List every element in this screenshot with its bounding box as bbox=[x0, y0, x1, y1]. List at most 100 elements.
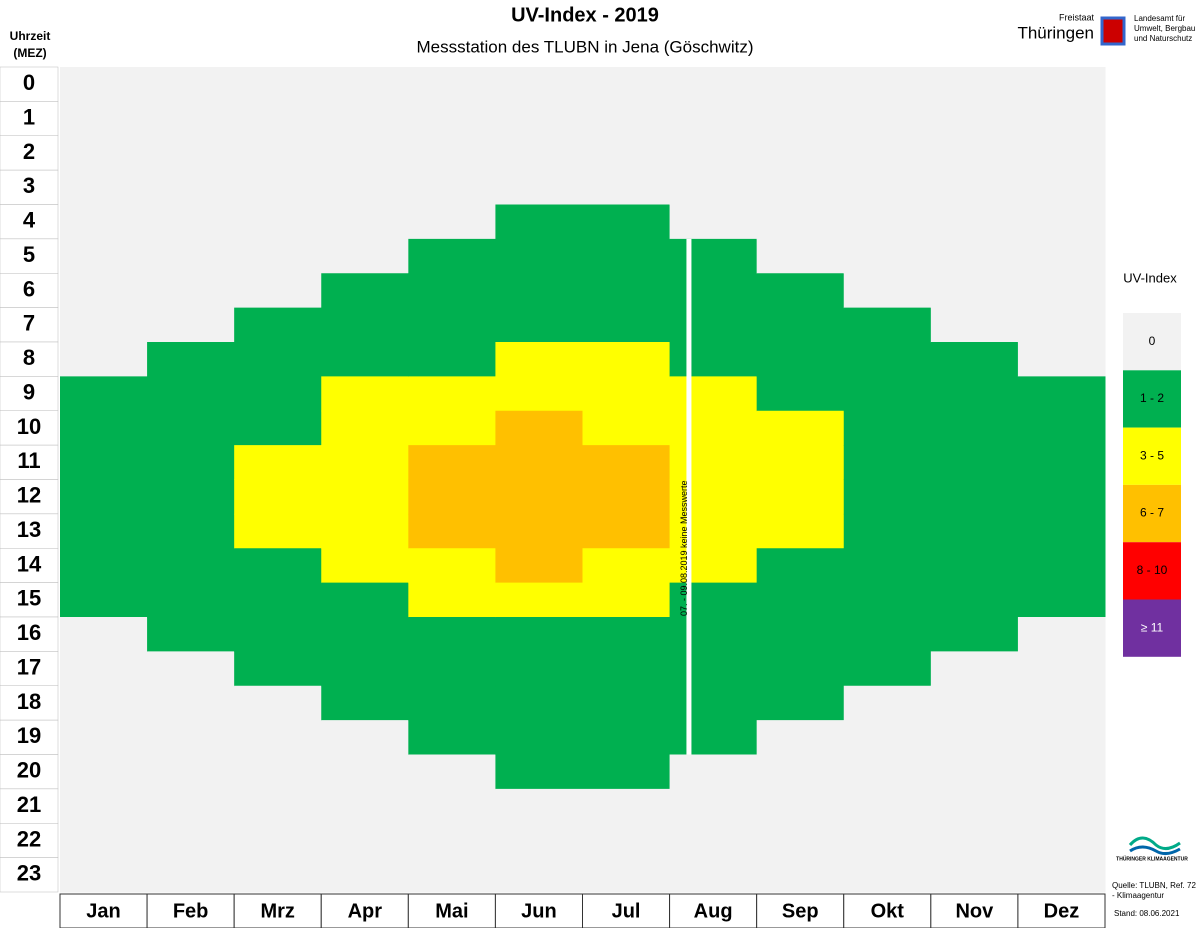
heat-cell bbox=[843, 204, 932, 240]
heat-cell bbox=[495, 307, 583, 343]
heat-cell bbox=[582, 67, 671, 102]
heat-cell bbox=[1017, 823, 1106, 859]
heat-cell bbox=[843, 101, 932, 137]
heat-cell bbox=[321, 617, 409, 652]
heat-cell bbox=[843, 513, 932, 549]
x-tick-box bbox=[59, 893, 148, 929]
heat-cell bbox=[60, 376, 148, 412]
heat-cell bbox=[669, 67, 758, 102]
heat-cell bbox=[495, 238, 583, 274]
heat-cell bbox=[930, 410, 1019, 446]
y-tick-box bbox=[0, 273, 59, 308]
heat-cell bbox=[147, 101, 235, 137]
heat-cell bbox=[234, 548, 322, 584]
legend-swatch bbox=[1123, 542, 1181, 600]
heat-cell bbox=[756, 513, 845, 549]
heat-cell bbox=[669, 788, 758, 824]
heat-cell bbox=[60, 135, 148, 171]
heat-cell bbox=[930, 342, 1019, 377]
heat-cell bbox=[321, 342, 409, 377]
heat-cell bbox=[930, 685, 1019, 721]
heat-cell bbox=[408, 582, 496, 618]
legend-label: 1 - 2 bbox=[1140, 391, 1164, 405]
heat-cell bbox=[669, 685, 758, 721]
heat-cell bbox=[60, 788, 148, 824]
heat-cell bbox=[234, 204, 322, 240]
heat-cell bbox=[234, 238, 322, 274]
heat-cell bbox=[147, 273, 235, 309]
heat-cell bbox=[582, 513, 671, 549]
heat-cell bbox=[582, 857, 671, 893]
x-tick-label: Nov bbox=[955, 900, 994, 922]
heat-cell bbox=[147, 204, 235, 240]
heat-cell bbox=[582, 273, 671, 309]
heat-cell bbox=[669, 513, 758, 549]
heat-cell bbox=[930, 788, 1019, 824]
heat-cell bbox=[582, 170, 671, 205]
y-tick-label: 15 bbox=[17, 586, 41, 611]
heat-cell bbox=[843, 857, 932, 893]
heat-cell bbox=[408, 823, 496, 859]
heat-cell bbox=[147, 67, 235, 102]
heat-cell bbox=[843, 651, 932, 687]
heat-cell bbox=[756, 273, 845, 309]
heat-cell bbox=[60, 307, 148, 343]
heat-cell bbox=[843, 410, 932, 446]
heat-cell bbox=[321, 651, 409, 687]
heat-cell bbox=[147, 170, 235, 205]
heat-cell bbox=[60, 479, 148, 515]
heat-cell bbox=[147, 548, 235, 584]
heat-cell bbox=[321, 513, 409, 549]
heat-cell bbox=[495, 720, 583, 755]
heat-cell bbox=[495, 582, 583, 618]
heat-cell bbox=[669, 410, 758, 446]
heat-cell bbox=[669, 720, 758, 755]
heat-cell bbox=[1017, 101, 1106, 137]
heat-cell bbox=[843, 307, 932, 343]
heat-cell bbox=[321, 685, 409, 721]
heat-cell bbox=[321, 307, 409, 343]
y-tick-box bbox=[0, 513, 59, 549]
heat-cell bbox=[756, 410, 845, 446]
heat-cell bbox=[321, 273, 409, 309]
heat-cell bbox=[147, 651, 235, 687]
heat-cell bbox=[669, 376, 758, 412]
heat-cell bbox=[843, 170, 932, 205]
heat-cell bbox=[756, 445, 845, 480]
heat-cell bbox=[669, 445, 758, 480]
heat-cell bbox=[60, 582, 148, 618]
x-tick-box bbox=[407, 893, 496, 929]
heat-cell bbox=[669, 204, 758, 240]
heat-cell bbox=[408, 67, 496, 102]
heat-cell bbox=[495, 67, 583, 102]
heat-cell bbox=[234, 342, 322, 377]
logo-text: Thüringen bbox=[1017, 23, 1094, 42]
heat-cell bbox=[321, 170, 409, 205]
heat-cell bbox=[234, 823, 322, 859]
heat-cell bbox=[60, 823, 148, 859]
heat-cell bbox=[408, 238, 496, 274]
heat-cell bbox=[495, 445, 583, 480]
heat-cell bbox=[930, 823, 1019, 859]
heat-cell bbox=[321, 204, 409, 240]
heat-cell bbox=[60, 685, 148, 721]
heat-cell bbox=[669, 135, 758, 171]
heat-cell bbox=[843, 238, 932, 274]
heat-cell bbox=[756, 238, 845, 274]
heat-cell bbox=[930, 307, 1019, 343]
logo-wave bbox=[1129, 845, 1181, 856]
heat-cell bbox=[60, 651, 148, 687]
y-tick-box bbox=[0, 685, 59, 721]
y-tick-label: 19 bbox=[17, 723, 41, 748]
heat-cell bbox=[1017, 617, 1106, 652]
heat-cell bbox=[321, 788, 409, 824]
heat-cell bbox=[669, 754, 758, 790]
y-tick-label: 21 bbox=[17, 792, 41, 817]
heat-cell bbox=[234, 376, 322, 412]
y-tick-label: 16 bbox=[17, 620, 41, 645]
heat-cell bbox=[408, 513, 496, 549]
heat-cell bbox=[1017, 135, 1106, 171]
heat-cell bbox=[408, 410, 496, 446]
source-box: Quelle: TLUBN, Ref. 72 - Klimaagentur bbox=[1112, 881, 1196, 900]
heat-cell bbox=[60, 720, 148, 755]
